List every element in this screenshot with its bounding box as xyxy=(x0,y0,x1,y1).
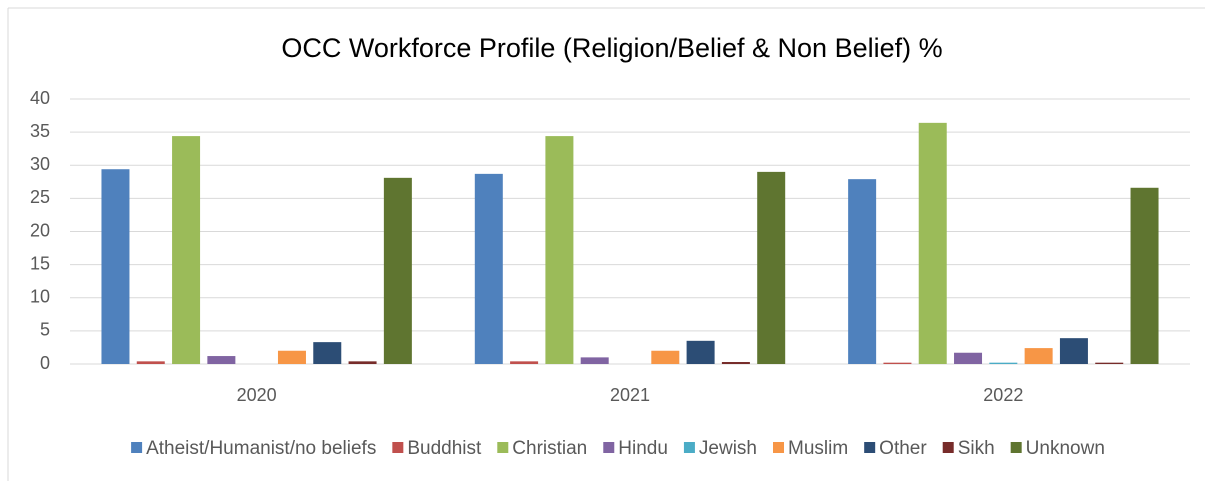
bar xyxy=(510,361,539,364)
bar xyxy=(1024,348,1053,364)
legend-label: Buddhist xyxy=(407,438,482,459)
bar xyxy=(954,352,983,364)
legend-label: Muslim xyxy=(788,438,848,459)
x-tick-label: 2022 xyxy=(983,385,1023,405)
bar xyxy=(651,350,680,364)
bar xyxy=(848,179,877,364)
bar xyxy=(136,361,165,364)
legend-swatch xyxy=(497,442,509,453)
legend-label: Jewish xyxy=(699,438,757,459)
y-tick-label: 5 xyxy=(40,320,50,340)
bar xyxy=(172,136,201,364)
bar xyxy=(207,356,236,364)
bar xyxy=(474,173,503,364)
legend-label: Atheist/Humanist/no beliefs xyxy=(146,438,376,459)
x-tick-label: 2020 xyxy=(237,385,277,405)
legend-label: Other xyxy=(879,438,927,459)
bar xyxy=(313,342,342,364)
legend-swatch xyxy=(864,442,876,453)
y-tick-label: 10 xyxy=(30,287,50,307)
legend-swatch xyxy=(773,442,785,453)
bar xyxy=(721,362,750,364)
y-tick-label: 30 xyxy=(30,154,50,174)
legend-swatch xyxy=(603,442,615,453)
legend-label: Hindu xyxy=(618,438,668,459)
legend-swatch xyxy=(392,442,404,453)
legend-swatch xyxy=(1010,442,1022,453)
legend-swatch xyxy=(683,442,695,453)
bar xyxy=(757,171,786,364)
y-tick-label: 15 xyxy=(30,253,50,273)
bar xyxy=(883,362,912,364)
bar xyxy=(686,340,715,364)
legend-label: Sikh xyxy=(958,438,995,459)
y-tick-label: 0 xyxy=(40,353,50,373)
legend-swatch xyxy=(131,442,143,453)
bar xyxy=(277,350,306,364)
bar xyxy=(348,361,377,364)
bar xyxy=(918,122,947,364)
bar xyxy=(1095,362,1124,364)
x-tick-label: 2021 xyxy=(610,385,650,405)
legend-label: Christian xyxy=(512,438,587,459)
bar xyxy=(383,177,412,364)
bar xyxy=(580,357,609,364)
bar xyxy=(1130,187,1159,364)
y-tick-label: 35 xyxy=(30,121,50,141)
bar xyxy=(989,362,1018,364)
y-tick-label: 40 xyxy=(30,88,50,108)
chart-title: OCC Workforce Profile (Religion/Belief &… xyxy=(281,33,942,63)
bar xyxy=(1059,338,1088,364)
y-tick-label: 25 xyxy=(30,187,50,207)
legend-label: Unknown xyxy=(1026,438,1105,459)
legend-swatch xyxy=(942,442,954,453)
bar xyxy=(101,169,130,364)
y-tick-label: 20 xyxy=(30,220,50,240)
bar xyxy=(545,136,574,364)
